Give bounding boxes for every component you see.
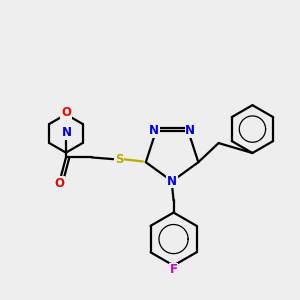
Text: N: N (62, 126, 72, 139)
Text: O: O (61, 106, 71, 119)
Text: S: S (115, 153, 124, 166)
Text: F: F (169, 263, 178, 277)
Text: O: O (54, 177, 64, 190)
Text: N: N (149, 124, 159, 137)
Text: N: N (185, 124, 195, 137)
Text: N: N (167, 175, 177, 188)
